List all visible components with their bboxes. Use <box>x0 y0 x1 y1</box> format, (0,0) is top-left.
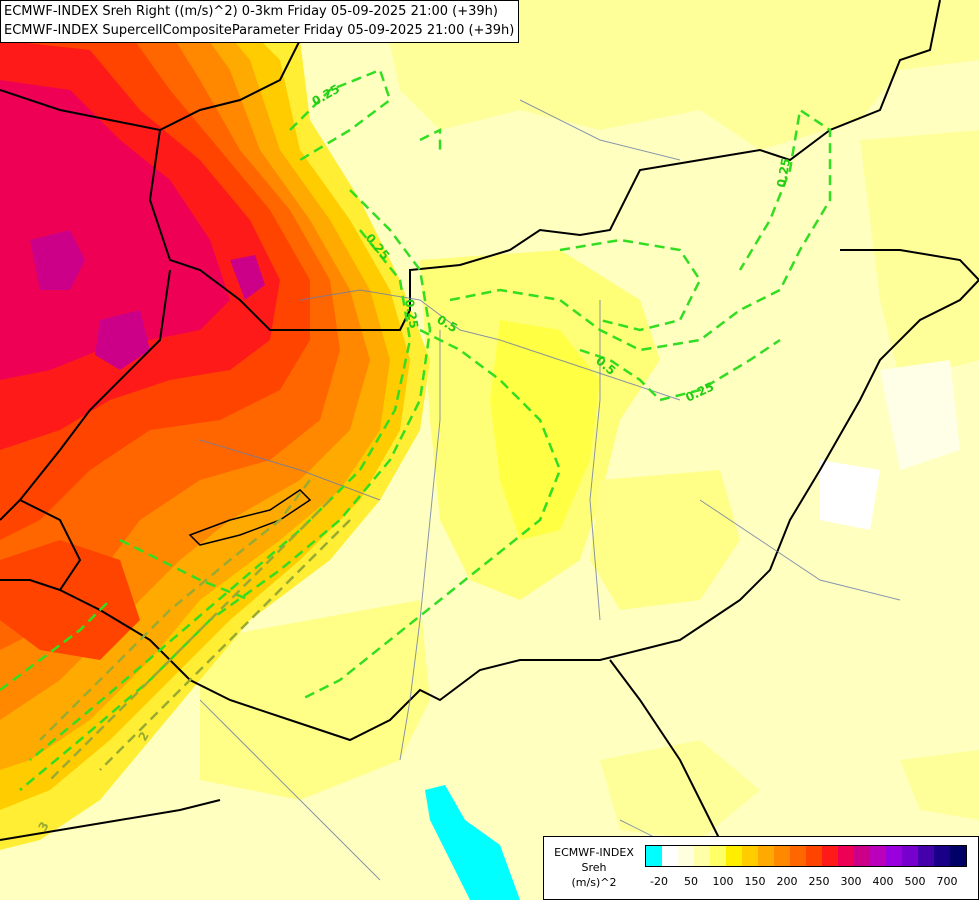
legend-swatch <box>870 846 886 866</box>
legend-tick-label: 100 <box>712 875 734 888</box>
legend-tick-label: 200 <box>776 875 798 888</box>
legend-swatch <box>742 846 758 866</box>
legend-swatch <box>694 846 710 866</box>
legend-swatch <box>854 846 870 866</box>
legend-swatch <box>822 846 838 866</box>
legend-label-line: Sreh <box>581 861 607 874</box>
legend-swatch <box>774 846 790 866</box>
cyan-region <box>425 785 520 900</box>
scp-contours-olive <box>39 479 351 781</box>
legend-swatch <box>902 846 918 866</box>
legend-swatch <box>758 846 774 866</box>
legend-tick-label: 150 <box>744 875 766 888</box>
country-borders <box>0 0 979 841</box>
legend-tick-label: -20 <box>650 875 668 888</box>
legend-swatch <box>662 846 678 866</box>
legend-tick-label: 250 <box>808 875 830 888</box>
legend-swatch <box>886 846 902 866</box>
legend-swatch <box>646 846 662 866</box>
scp-contours-green <box>0 68 832 791</box>
contour-label: 0.25 <box>402 298 421 330</box>
legend-swatch <box>950 846 966 866</box>
lake-outline <box>188 489 312 546</box>
legend-label-line: ECMWF-INDEX <box>554 846 634 859</box>
legend-tick-label: 300 <box>840 875 862 888</box>
legend-tick-label: 500 <box>904 875 926 888</box>
map-title: ECMWF-INDEX Sreh Right ((m/s)^2) 0-3km F… <box>0 0 520 43</box>
contour-label: 0.25 <box>774 157 793 189</box>
legend-swatch <box>790 846 806 866</box>
legend-label-line: (m/s)^2 <box>571 876 617 889</box>
legend-color-bar <box>645 845 967 867</box>
legend-tick-label: 700 <box>936 875 958 888</box>
color-legend: ECMWF-INDEX Sreh (m/s)^2 -20 50 100 150 200 2… <box>543 836 979 900</box>
legend-label: ECMWF-INDEX Sreh (m/s)^2 <box>548 845 640 890</box>
legend-swatch <box>710 846 726 866</box>
legend-swatch <box>838 846 854 866</box>
legend-tick-label: 400 <box>872 875 894 888</box>
title-line-2: ECMWF-INDEX SupercellCompositeParameter … <box>4 23 515 38</box>
legend-tick-label: 50 <box>684 875 698 888</box>
legend-swatch <box>934 846 950 866</box>
title-line-1: ECMWF-INDEX Sreh Right ((m/s)^2) 0-3km F… <box>4 4 498 19</box>
legend-ticks: -20 50 100 150 200 250 300 400 500 700 <box>645 875 975 889</box>
legend-swatch <box>806 846 822 866</box>
legend-swatch <box>918 846 934 866</box>
legend-swatch <box>678 846 694 866</box>
legend-swatch <box>726 846 742 866</box>
